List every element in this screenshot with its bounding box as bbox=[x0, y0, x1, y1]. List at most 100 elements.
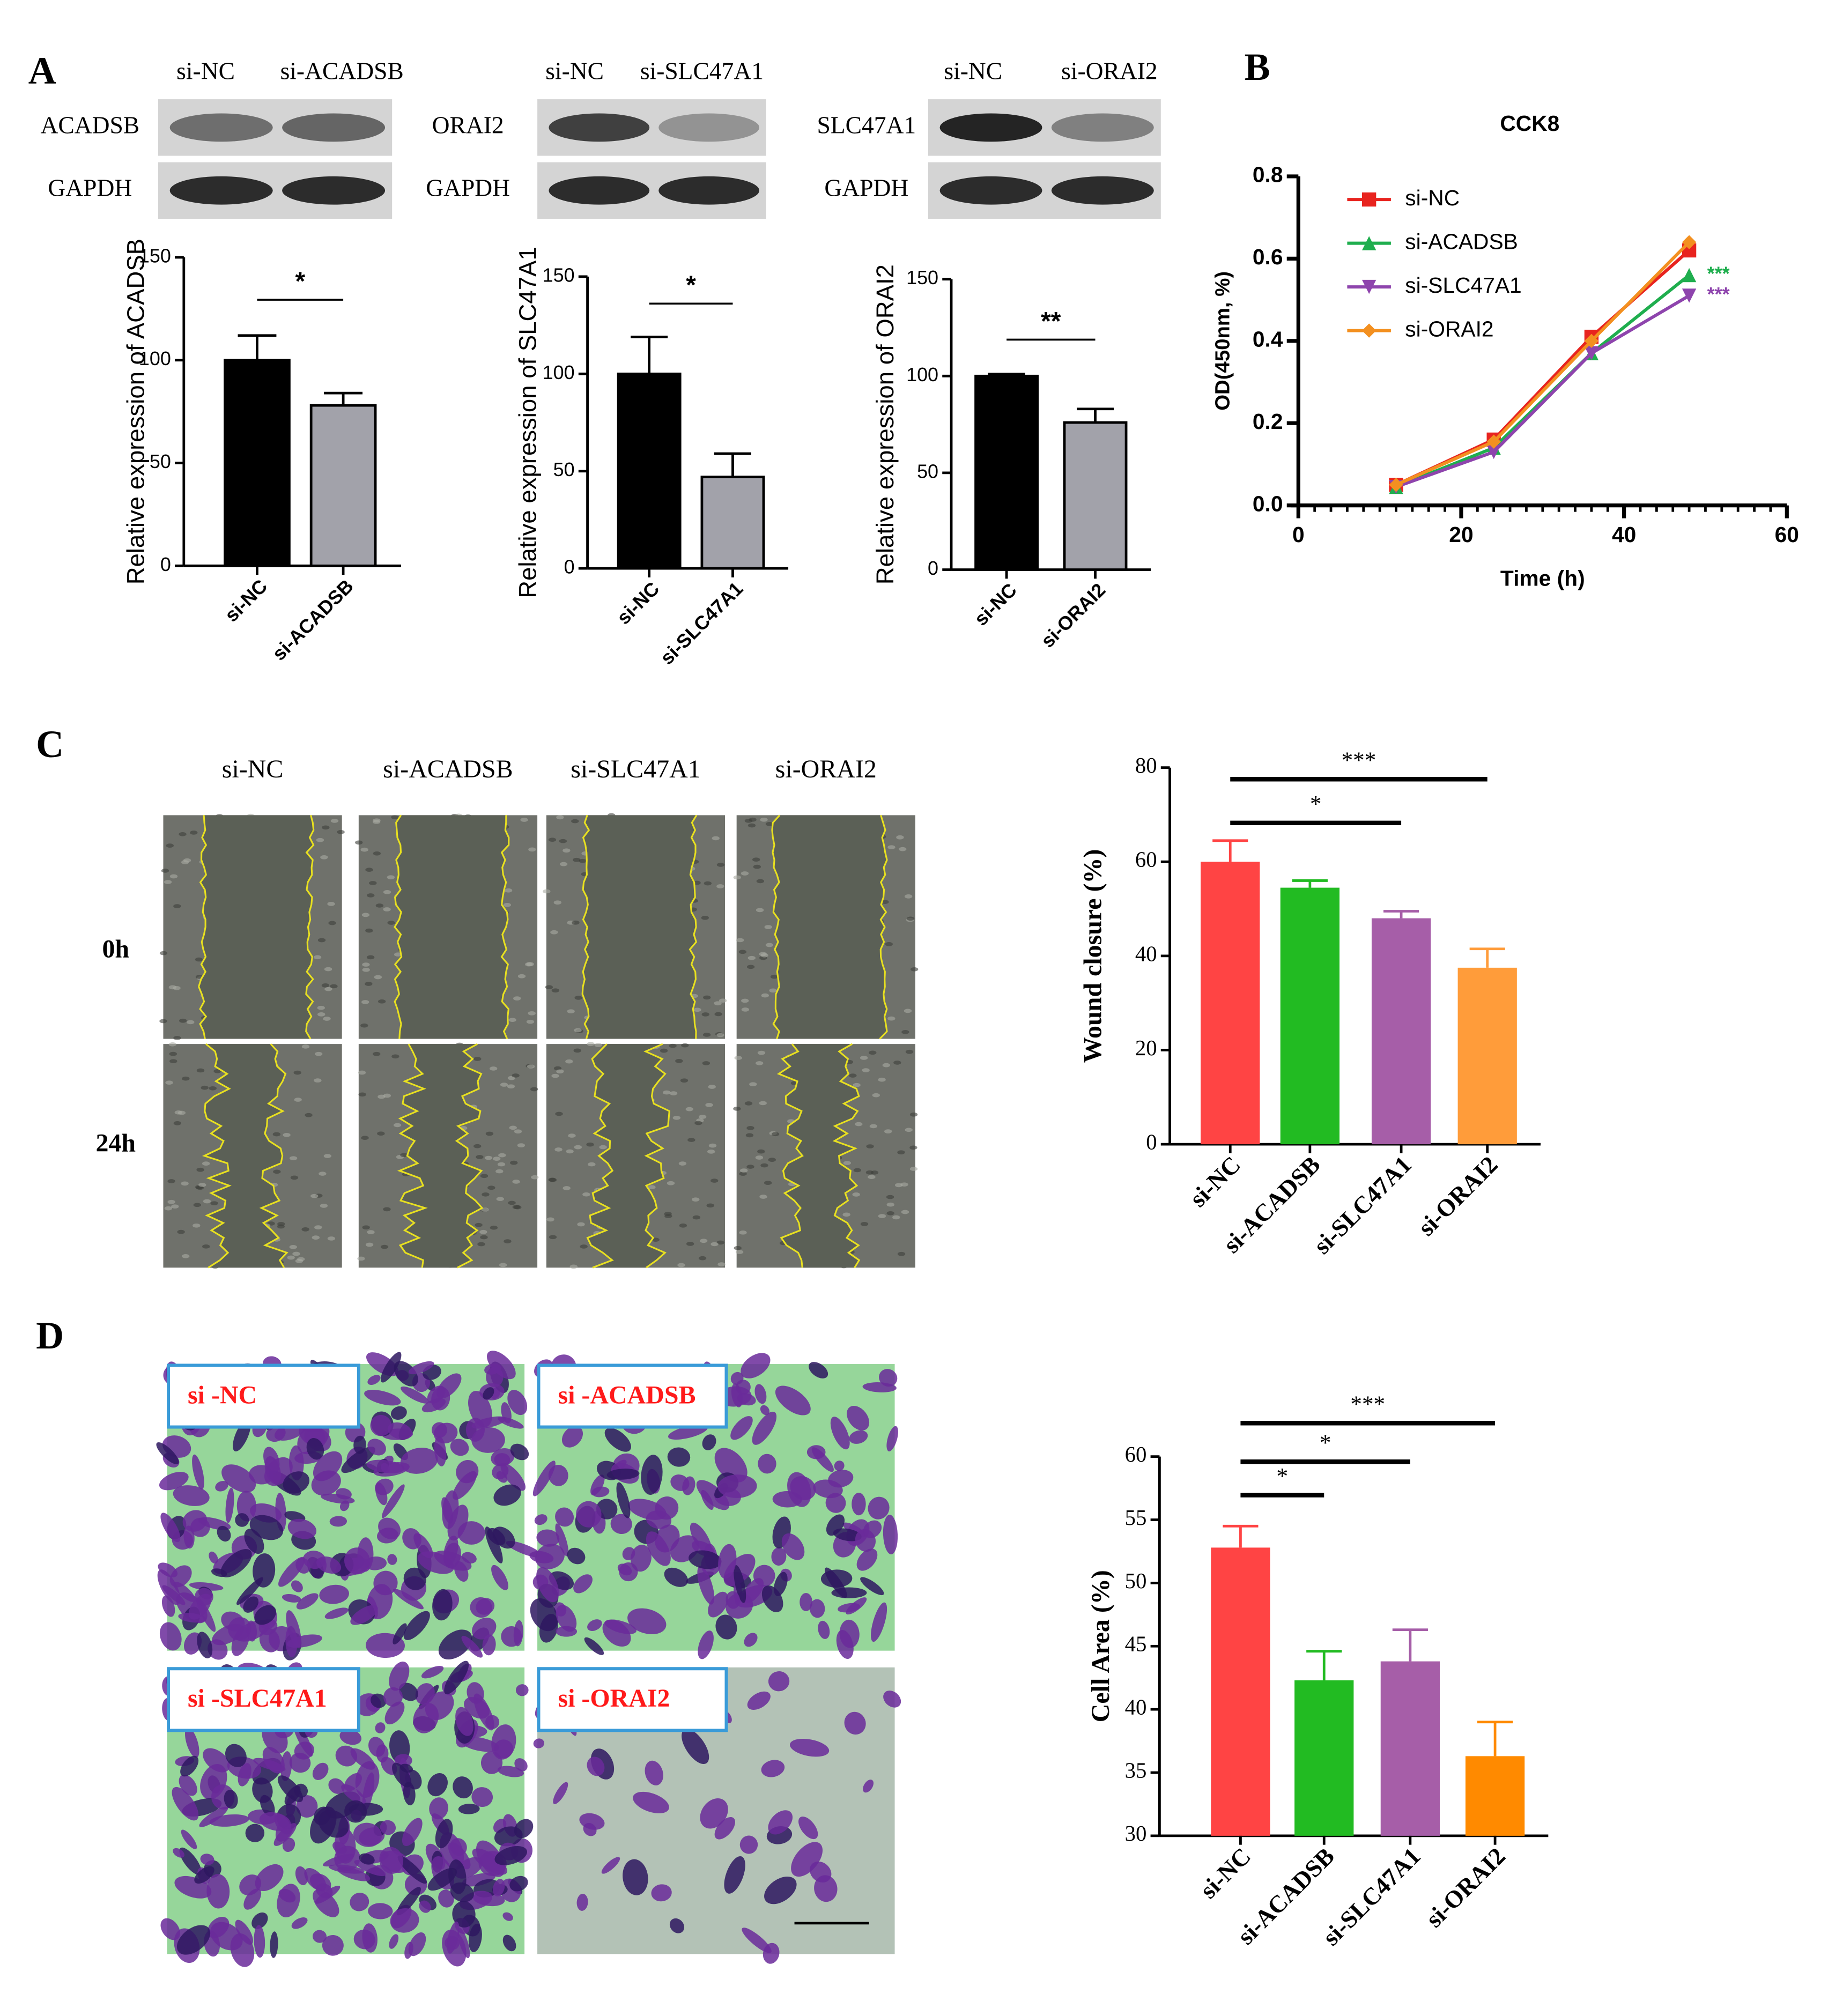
cell-texture bbox=[746, 1165, 754, 1169]
stained-cells bbox=[206, 1874, 230, 1909]
cell-texture bbox=[161, 869, 169, 873]
cell-texture bbox=[686, 1242, 694, 1246]
x-tick-label: si-NC bbox=[1195, 1842, 1256, 1904]
stained-cells bbox=[645, 1760, 663, 1785]
cell-texture bbox=[904, 894, 913, 899]
y-tick-label: 40 bbox=[1135, 942, 1157, 966]
cell-texture bbox=[476, 1155, 484, 1159]
x-tick-label: si-ORAI2 bbox=[1412, 1151, 1503, 1241]
cell-texture bbox=[886, 1202, 894, 1207]
cell-texture bbox=[301, 1044, 310, 1049]
significance-label: * bbox=[1310, 792, 1322, 817]
cell-texture bbox=[317, 1005, 325, 1010]
stained-cells bbox=[825, 1493, 846, 1513]
cell-texture bbox=[324, 967, 332, 972]
cell-texture bbox=[708, 1085, 716, 1089]
stained-cells bbox=[254, 1605, 276, 1625]
bar bbox=[1380, 1661, 1440, 1836]
image-label: si -NC bbox=[188, 1381, 257, 1409]
cell-texture bbox=[865, 1170, 874, 1175]
y-tick-label: 150 bbox=[543, 264, 575, 286]
series-line bbox=[1395, 273, 1690, 488]
cell-texture bbox=[704, 881, 712, 886]
stained-cells bbox=[627, 1608, 667, 1635]
wound-edge bbox=[500, 815, 510, 1040]
cell-texture bbox=[748, 823, 756, 828]
stained-cells bbox=[492, 1463, 509, 1480]
stained-cells bbox=[380, 1352, 402, 1383]
stained-cells bbox=[664, 1567, 689, 1587]
cell-texture bbox=[714, 1001, 722, 1006]
stained-cells bbox=[212, 1624, 244, 1646]
row-label: 24h bbox=[95, 1129, 136, 1158]
cell-texture bbox=[497, 1162, 506, 1167]
stained-cells bbox=[879, 1369, 898, 1387]
cell-texture bbox=[209, 1086, 217, 1091]
cell-texture bbox=[169, 874, 178, 879]
marker bbox=[1389, 478, 1403, 492]
stained-cells bbox=[814, 1875, 838, 1902]
wound-edge bbox=[394, 814, 403, 1039]
cell-texture bbox=[853, 1083, 861, 1087]
cell-texture bbox=[884, 1129, 892, 1133]
cell-texture bbox=[685, 1107, 693, 1111]
stained-cells bbox=[886, 1426, 898, 1451]
x-axis-label: Time (h) bbox=[1500, 566, 1585, 590]
stained-cells bbox=[296, 1593, 319, 1610]
legend-label: si-SLC47A1 bbox=[1405, 273, 1521, 298]
stained-cells bbox=[403, 1567, 426, 1590]
cell-texture bbox=[563, 848, 571, 853]
cell-texture bbox=[744, 818, 753, 823]
stained-cells bbox=[646, 1531, 671, 1566]
stained-cells bbox=[448, 1842, 471, 1870]
cell-texture bbox=[168, 1042, 177, 1047]
stained-cells bbox=[682, 1729, 709, 1765]
stained-cells bbox=[646, 1510, 672, 1529]
cell-texture bbox=[196, 1167, 204, 1172]
stained-cells bbox=[616, 1482, 631, 1518]
cell-texture bbox=[201, 1085, 209, 1090]
cell-texture bbox=[711, 1179, 719, 1183]
cell-texture bbox=[365, 1242, 374, 1247]
x-tick-label: si-SLC47A1 bbox=[656, 577, 747, 669]
cell-texture bbox=[852, 1192, 860, 1197]
stained-cells bbox=[312, 1762, 329, 1780]
stained-cells bbox=[800, 1592, 812, 1611]
cell-texture bbox=[320, 1204, 328, 1208]
legend-label: si-ACADSB bbox=[1405, 229, 1518, 254]
y-axis-label: OD(450nm, %) bbox=[1211, 271, 1234, 411]
cell-texture bbox=[292, 1251, 300, 1256]
cell-texture bbox=[301, 1227, 309, 1232]
stained-cells bbox=[282, 1837, 295, 1852]
stained-cells bbox=[584, 1637, 604, 1655]
stained-cells bbox=[283, 1471, 310, 1494]
cell-texture bbox=[509, 1125, 517, 1130]
cell-texture bbox=[571, 819, 579, 824]
cell-texture bbox=[361, 1000, 369, 1004]
wound-edge bbox=[197, 815, 208, 1039]
cell-texture bbox=[323, 1154, 332, 1158]
wound-edge bbox=[689, 814, 698, 1039]
cell-texture bbox=[383, 1207, 391, 1212]
stained-cells bbox=[718, 1544, 737, 1579]
stained-cells bbox=[863, 1780, 874, 1793]
marker bbox=[1361, 192, 1376, 207]
cell-texture bbox=[173, 1036, 181, 1040]
cell-texture bbox=[387, 875, 395, 880]
wound-gap bbox=[779, 1044, 860, 1268]
cell-texture bbox=[182, 1076, 190, 1081]
cell-texture bbox=[527, 1064, 535, 1069]
stained-cells bbox=[448, 1859, 467, 1894]
cell-texture bbox=[692, 1215, 701, 1220]
stained-cells bbox=[243, 1596, 259, 1613]
y-tick-label: 100 bbox=[543, 361, 575, 383]
cell-texture bbox=[327, 902, 335, 906]
cell-texture bbox=[375, 903, 384, 908]
stained-cells bbox=[224, 1790, 238, 1809]
cell-texture bbox=[181, 860, 189, 864]
cell-texture bbox=[551, 988, 560, 993]
stained-cells bbox=[246, 1620, 257, 1642]
cell-texture bbox=[510, 1160, 518, 1165]
stained-cells bbox=[245, 1824, 265, 1842]
cell-texture bbox=[757, 1149, 765, 1154]
